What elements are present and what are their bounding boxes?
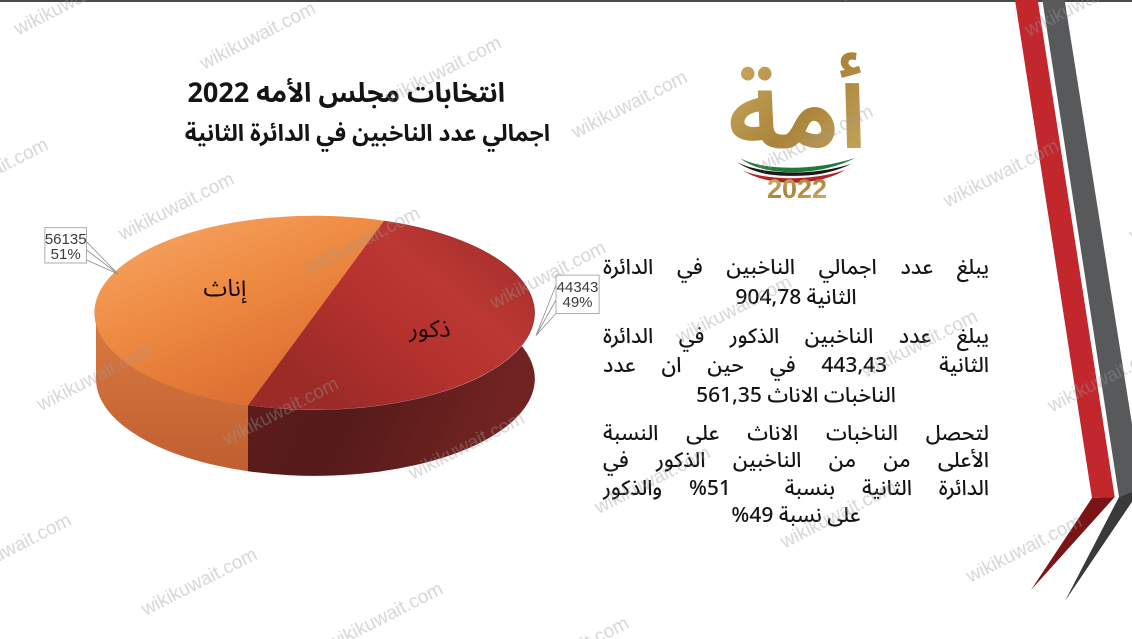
svg-text:إناث: إناث: [204, 263, 248, 314]
svg-text:ذكور: ذكور: [408, 304, 450, 355]
svg-text:51%: 51%: [51, 246, 81, 263]
svg-text:2022: 2022: [767, 174, 827, 200]
svg-text:49%: 49%: [562, 294, 592, 311]
